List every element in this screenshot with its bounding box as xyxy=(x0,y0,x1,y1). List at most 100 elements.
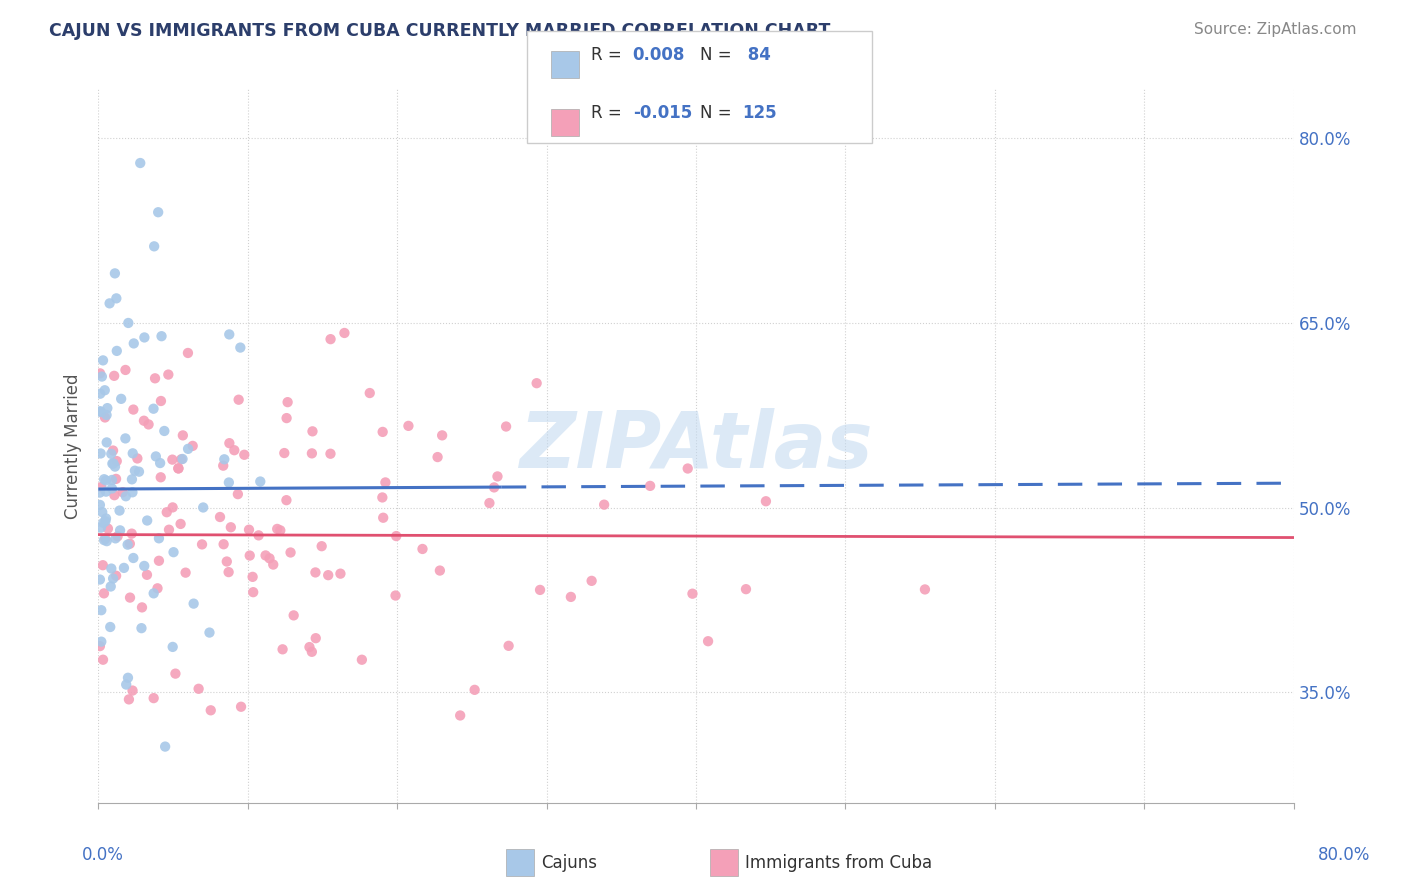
Point xyxy=(101,473,124,487)
Text: R =: R = xyxy=(591,46,627,64)
Point xyxy=(121,683,143,698)
Point xyxy=(153,739,176,754)
Point xyxy=(411,541,433,556)
Point xyxy=(90,634,112,648)
Text: Immigrants from Cuba: Immigrants from Cuba xyxy=(745,854,932,871)
Point xyxy=(228,392,250,407)
Point xyxy=(181,439,204,453)
Point xyxy=(229,341,252,355)
Point xyxy=(97,522,120,536)
Text: CAJUN VS IMMIGRANTS FROM CUBA CURRENTLY MARRIED CORRELATION CHART: CAJUN VS IMMIGRANTS FROM CUBA CURRENTLY … xyxy=(49,22,831,40)
Point xyxy=(132,414,155,428)
Point xyxy=(114,363,136,377)
Point xyxy=(121,485,143,500)
Point xyxy=(333,326,356,340)
Point xyxy=(142,401,165,416)
Point xyxy=(526,376,548,391)
Text: 125: 125 xyxy=(742,104,778,122)
Point xyxy=(169,516,191,531)
Point xyxy=(682,587,704,601)
Point xyxy=(146,582,169,596)
Point xyxy=(90,446,112,460)
Point xyxy=(676,461,699,475)
Point xyxy=(96,408,118,422)
Point xyxy=(170,452,193,467)
Point xyxy=(172,428,194,442)
Point xyxy=(177,346,200,360)
Point xyxy=(118,537,141,551)
Point xyxy=(100,580,122,594)
Point xyxy=(238,523,260,537)
Point xyxy=(118,591,141,605)
Point xyxy=(90,405,112,419)
Point xyxy=(157,523,180,537)
Point xyxy=(117,538,139,552)
Point xyxy=(94,384,117,398)
Point xyxy=(156,505,179,519)
Point xyxy=(96,435,118,450)
Point xyxy=(149,394,172,409)
Point xyxy=(464,682,486,697)
Point xyxy=(430,428,453,442)
Point xyxy=(319,447,342,461)
Point xyxy=(276,411,298,425)
Point xyxy=(218,436,240,450)
Point xyxy=(495,419,517,434)
Point xyxy=(148,531,170,545)
Point xyxy=(105,568,128,582)
Point xyxy=(112,561,135,575)
Point xyxy=(131,600,153,615)
Point xyxy=(89,573,111,587)
Point xyxy=(93,533,115,547)
Point xyxy=(148,554,170,568)
Point xyxy=(129,156,152,170)
Text: -0.015: -0.015 xyxy=(633,104,692,122)
Point xyxy=(305,631,328,645)
Point xyxy=(136,514,159,528)
Point xyxy=(174,566,197,580)
Text: N =: N = xyxy=(700,46,737,64)
Point xyxy=(304,566,326,580)
Point xyxy=(172,452,194,467)
Point xyxy=(143,371,166,385)
Point xyxy=(259,551,281,566)
Point xyxy=(212,458,235,473)
Point xyxy=(122,336,145,351)
Point xyxy=(498,639,520,653)
Point xyxy=(108,524,131,538)
Point xyxy=(98,620,121,634)
Point xyxy=(101,457,124,471)
Point xyxy=(89,498,111,512)
Point xyxy=(165,666,187,681)
Point xyxy=(149,456,172,470)
Point xyxy=(262,558,284,572)
Point xyxy=(89,386,111,401)
Point xyxy=(105,472,128,486)
Point xyxy=(114,489,136,503)
Point xyxy=(162,545,184,559)
Point xyxy=(103,368,125,383)
Point xyxy=(131,621,153,635)
Point xyxy=(266,522,288,536)
Point xyxy=(283,608,305,623)
Point xyxy=(247,528,270,542)
Point xyxy=(101,482,124,496)
Point xyxy=(200,703,222,717)
Point xyxy=(249,475,271,489)
Point xyxy=(121,526,143,541)
Y-axis label: Currently Married: Currently Married xyxy=(65,373,83,519)
Point xyxy=(94,410,117,425)
Point xyxy=(426,450,449,464)
Point xyxy=(482,480,505,494)
Point xyxy=(90,521,112,535)
Point xyxy=(134,330,156,344)
Point xyxy=(89,404,111,418)
Point xyxy=(143,239,166,253)
Point xyxy=(138,417,160,432)
Point xyxy=(269,524,291,538)
Point xyxy=(371,425,394,439)
Point xyxy=(93,586,115,600)
Point xyxy=(229,699,252,714)
Point xyxy=(374,475,396,490)
Point xyxy=(319,332,342,346)
